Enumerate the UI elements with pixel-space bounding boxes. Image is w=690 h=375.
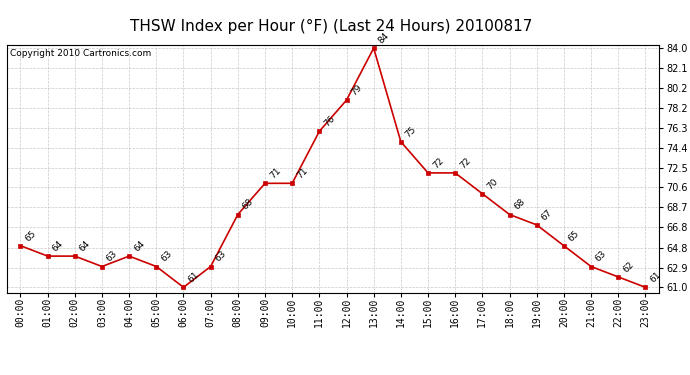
Text: 70: 70 [485,176,500,191]
Text: 68: 68 [241,197,255,212]
Text: 84: 84 [377,31,391,45]
Text: 64: 64 [132,239,146,254]
Text: 63: 63 [105,249,119,264]
Text: 61: 61 [648,270,662,285]
Text: 79: 79 [349,83,364,98]
Text: 75: 75 [404,124,418,139]
Text: 64: 64 [50,239,65,254]
Text: 72: 72 [458,156,473,170]
Text: 63: 63 [594,249,609,264]
Text: 65: 65 [566,228,581,243]
Text: 63: 63 [213,249,228,264]
Text: 71: 71 [295,166,309,180]
Text: 62: 62 [621,260,635,274]
Text: 67: 67 [540,208,554,222]
Text: 64: 64 [77,239,92,254]
Text: 72: 72 [431,156,445,170]
Text: 68: 68 [512,197,526,212]
Text: 65: 65 [23,228,38,243]
Text: 76: 76 [322,114,337,129]
Text: Copyright 2010 Cartronics.com: Copyright 2010 Cartronics.com [10,49,151,58]
Text: 63: 63 [159,249,174,264]
Text: THSW Index per Hour (°F) (Last 24 Hours) 20100817: THSW Index per Hour (°F) (Last 24 Hours)… [130,19,533,34]
Text: 61: 61 [186,270,201,285]
Text: 71: 71 [268,166,282,180]
